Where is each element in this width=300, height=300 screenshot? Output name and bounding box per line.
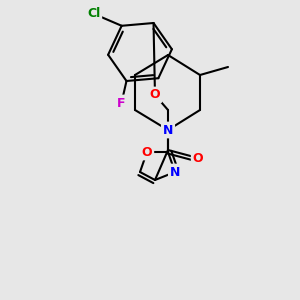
Text: N: N	[163, 124, 173, 136]
Text: O: O	[193, 152, 203, 164]
Text: N: N	[170, 166, 180, 178]
Text: O: O	[150, 88, 160, 101]
Text: F: F	[117, 97, 126, 110]
Text: Cl: Cl	[87, 7, 100, 20]
Text: O: O	[142, 146, 152, 158]
